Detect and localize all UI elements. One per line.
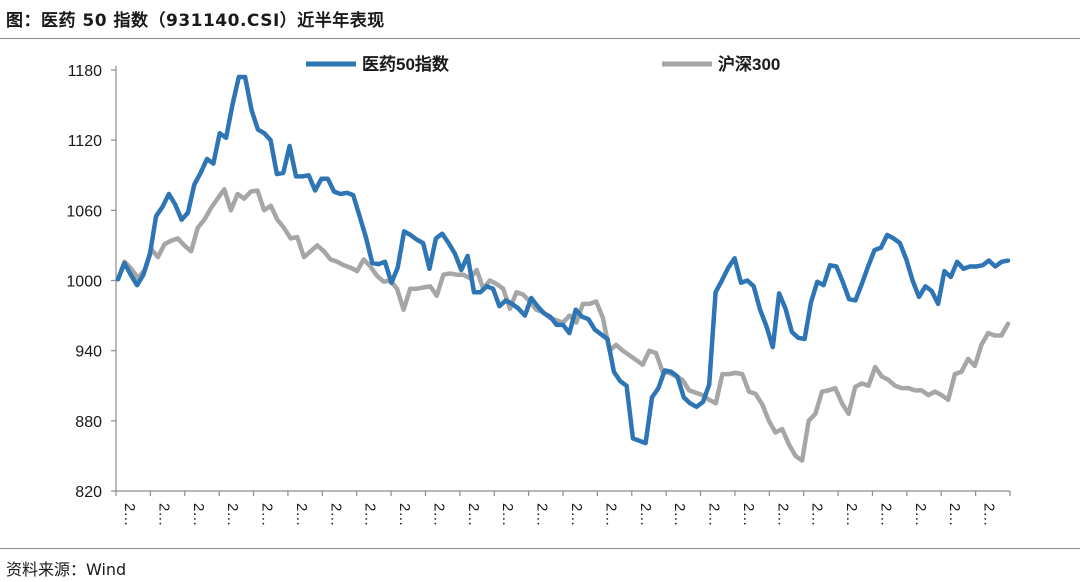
x-tick-label: 2… (465, 503, 482, 526)
x-tick-label: 2… (499, 503, 516, 526)
legend-label: 医药50指数 (362, 54, 450, 74)
x-tick-label: 2… (155, 503, 172, 526)
x-tick-label: 2… (224, 503, 241, 526)
series-layer (115, 74, 1011, 463)
y-tick-label: 1120 (68, 133, 103, 150)
chart-legend: 医药50指数 沪深300 (306, 54, 780, 74)
x-tick-label: 2… (327, 503, 344, 526)
x-tick-label: 2… (774, 503, 791, 526)
x-tick-label: 2… (190, 503, 207, 526)
x-tick-label: 2… (671, 503, 688, 526)
bottom-divider (0, 548, 1080, 549)
source-note: 资料来源：Wind (6, 560, 127, 579)
x-tick-label: 2… (912, 503, 929, 526)
legend-label: 沪深300 (718, 54, 780, 74)
x-tick-label: 2… (259, 503, 276, 526)
x-tick-label: 2… (740, 503, 757, 526)
x-tick-label: 2… (430, 503, 447, 526)
x-tick-label: 2… (396, 503, 413, 526)
x-tick-label: 2… (534, 503, 551, 526)
x-tick-label: 2… (877, 503, 894, 526)
x-tick-label: 2… (602, 503, 619, 526)
y-tick-label: 1180 (68, 63, 103, 80)
x-tick-label: 2… (981, 503, 998, 526)
y-tick-label: 940 (75, 344, 102, 361)
x-tick-label: 2… (362, 503, 379, 526)
y-tick-label: 820 (75, 484, 102, 501)
y-tick-label: 1060 (66, 203, 102, 220)
x-tick-label: 2… (843, 503, 860, 526)
chart-title: 图：医药 50 指数（931140.CSI）近半年表现 (6, 11, 385, 31)
series-line (115, 74, 1011, 446)
x-tick-label: 2… (637, 503, 654, 526)
series-line (115, 187, 1011, 463)
x-tick-label: 2… (706, 503, 723, 526)
x-tick-label: 2… (946, 503, 963, 526)
x-tick-label: 2… (568, 503, 585, 526)
chart-axes: 820 880 940 1000 1060 1120 1180 2… 2… 2… 2… 2… 2… 2… 2… (66, 63, 1011, 526)
x-tick-label: 2… (293, 503, 310, 526)
y-tick-label: 880 (75, 414, 102, 431)
y-tick-label: 1000 (66, 274, 102, 291)
line-chart: 820 880 940 1000 1060 1120 1180 2… 2… 2… 2… 2… 2… 2… 2… (66, 54, 1011, 526)
x-tick-label: 2… (809, 503, 826, 526)
x-tick-label: 2… (121, 503, 138, 526)
top-divider (0, 38, 1080, 39)
